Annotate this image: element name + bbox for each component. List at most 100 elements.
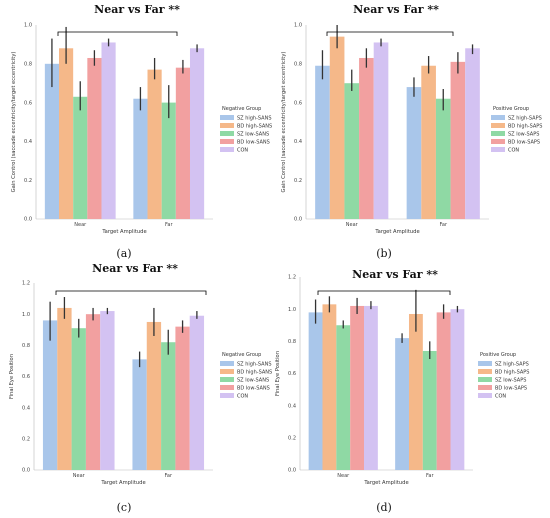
legend-title: Negative Group: [222, 106, 261, 112]
bar: [175, 326, 190, 470]
y-tick-label: 0.6: [294, 100, 302, 106]
bar: [450, 61, 466, 219]
bar: [132, 359, 147, 470]
caption-d: (d): [376, 501, 392, 514]
chart-title-a: Near vs Far **: [94, 3, 180, 16]
bar: [59, 48, 74, 219]
x-tick-label: Far: [165, 222, 173, 228]
legend-swatch: [220, 123, 234, 128]
chart-title-b: Near vs Far **: [353, 3, 439, 16]
bar: [435, 98, 451, 219]
y-tick-label: 0.2: [294, 178, 302, 184]
y-tick-label: 0.0: [24, 217, 32, 223]
bar: [395, 338, 409, 470]
bar: [373, 42, 389, 220]
bar: [422, 350, 437, 470]
y-tick-label: 0.4: [294, 139, 302, 145]
legend-swatch: [220, 377, 234, 382]
legend-item-label: BD high-SANS: [237, 370, 272, 376]
bar: [146, 321, 162, 470]
bar: [322, 304, 337, 470]
chart-panel-c: Near vs Far ** (c) 0.0 0.2 0.4 0.6 0.8 1.0 1.2…: [9, 262, 272, 514]
bar: [189, 315, 205, 470]
y-tick-label: 1.2: [288, 275, 296, 281]
y-tick-label: 1.0: [288, 307, 296, 313]
y-axis-label: Final Eye Position: [275, 351, 281, 396]
legend-title: Positive Group: [493, 106, 529, 112]
y-tick-label: 1.0: [24, 23, 32, 29]
legend-item-label: BD high-SAPS: [508, 124, 542, 130]
y-tick-label: 0.0: [294, 217, 302, 223]
y-tick-label: 0.6: [22, 374, 30, 380]
chart-panel-d: Near vs Far ** (d) 0.0 0.2 0.4 0.6 0.8 1.0 1.2…: [275, 268, 529, 514]
y-tick-label: 0.2: [288, 436, 296, 442]
x-tick-label: Far: [439, 222, 447, 228]
y-tick-label: 0.4: [24, 139, 32, 145]
x-axis-label: Target Amplitude: [363, 480, 408, 486]
legend-title: Negative Group: [222, 352, 261, 358]
legend-swatch: [478, 393, 492, 398]
legend-swatch: [491, 147, 505, 152]
legend-item-label: SZ high-SANS: [237, 362, 272, 368]
legend-swatch: [220, 147, 234, 152]
caption-b: (b): [376, 247, 392, 260]
y-tick-label: 0.4: [22, 405, 30, 411]
chart-panel-a: Near vs Far ** (a) 0.0 0.2 0.4 0.6 0.8 1.0 Nea…: [11, 3, 272, 260]
significance-bracket: [57, 31, 178, 36]
caption-c: (c): [117, 501, 132, 514]
bar: [436, 312, 451, 470]
y-tick-label: 0.8: [294, 62, 302, 68]
bar: [344, 83, 360, 219]
legend-swatch: [220, 115, 234, 120]
legend-item-label: SZ high-SANS: [237, 116, 272, 122]
legend-item-label: SZ low-SAPS: [508, 132, 539, 138]
legend-item-label: SZ low-SAPS: [495, 378, 526, 384]
significance-bracket: [55, 290, 207, 295]
y-tick-label: 0.2: [24, 178, 32, 184]
y-tick-label: 0.4: [288, 403, 296, 409]
legend-swatch: [491, 131, 505, 136]
legend-swatch: [220, 393, 234, 398]
chart-title-c: Near vs Far **: [92, 262, 178, 275]
bar: [44, 63, 60, 219]
bar: [71, 328, 86, 470]
bar: [315, 65, 330, 220]
legend-title: Positive Group: [480, 352, 516, 358]
y-tick-label: 0.0: [288, 468, 296, 474]
legend-item-label: SZ high-SAPS: [508, 116, 542, 122]
bar: [175, 67, 190, 220]
legend-swatch: [491, 123, 505, 128]
x-axis-label: Target Amplitude: [374, 229, 419, 235]
y-tick-label: 1.0: [22, 312, 30, 318]
chart-title-d: Near vs Far **: [352, 268, 438, 281]
bar: [57, 307, 72, 470]
bar: [359, 57, 374, 220]
bar: [73, 96, 88, 219]
bar: [308, 312, 323, 470]
bar: [42, 320, 58, 470]
legend-item-label: BD low-SAPS: [495, 386, 527, 392]
bar: [101, 42, 116, 220]
legend-swatch: [220, 369, 234, 374]
bar: [350, 305, 365, 470]
bar: [336, 325, 351, 470]
y-tick-label: 1.0: [294, 23, 302, 29]
chart-panel-b: Near vs Far ** (b) 0.0 0.2 0.4 0.6 0.8 1.0 Nea…: [281, 3, 542, 260]
y-axis-label: Gain Control (saccade eccentricity/targe…: [281, 52, 287, 193]
x-tick-label: Near: [73, 473, 86, 479]
x-axis-label: Target Amplitude: [100, 480, 145, 486]
y-axis-label: Gain Control (saccade eccentricity/targe…: [11, 52, 17, 193]
y-tick-label: 0.0: [22, 468, 30, 474]
legend-swatch: [491, 115, 505, 120]
bar: [161, 102, 176, 219]
legend-swatch: [220, 361, 234, 366]
legend-item-label: BD low-SANS: [237, 140, 270, 146]
x-axis-label: Target Amplitude: [101, 229, 146, 235]
bar: [100, 311, 115, 470]
x-tick-label: Near: [337, 473, 350, 479]
legend-item-label: BD low-SAPS: [508, 140, 540, 146]
caption-a: (a): [116, 247, 131, 260]
legend-swatch: [478, 377, 492, 382]
x-tick-label: Near: [74, 222, 87, 228]
